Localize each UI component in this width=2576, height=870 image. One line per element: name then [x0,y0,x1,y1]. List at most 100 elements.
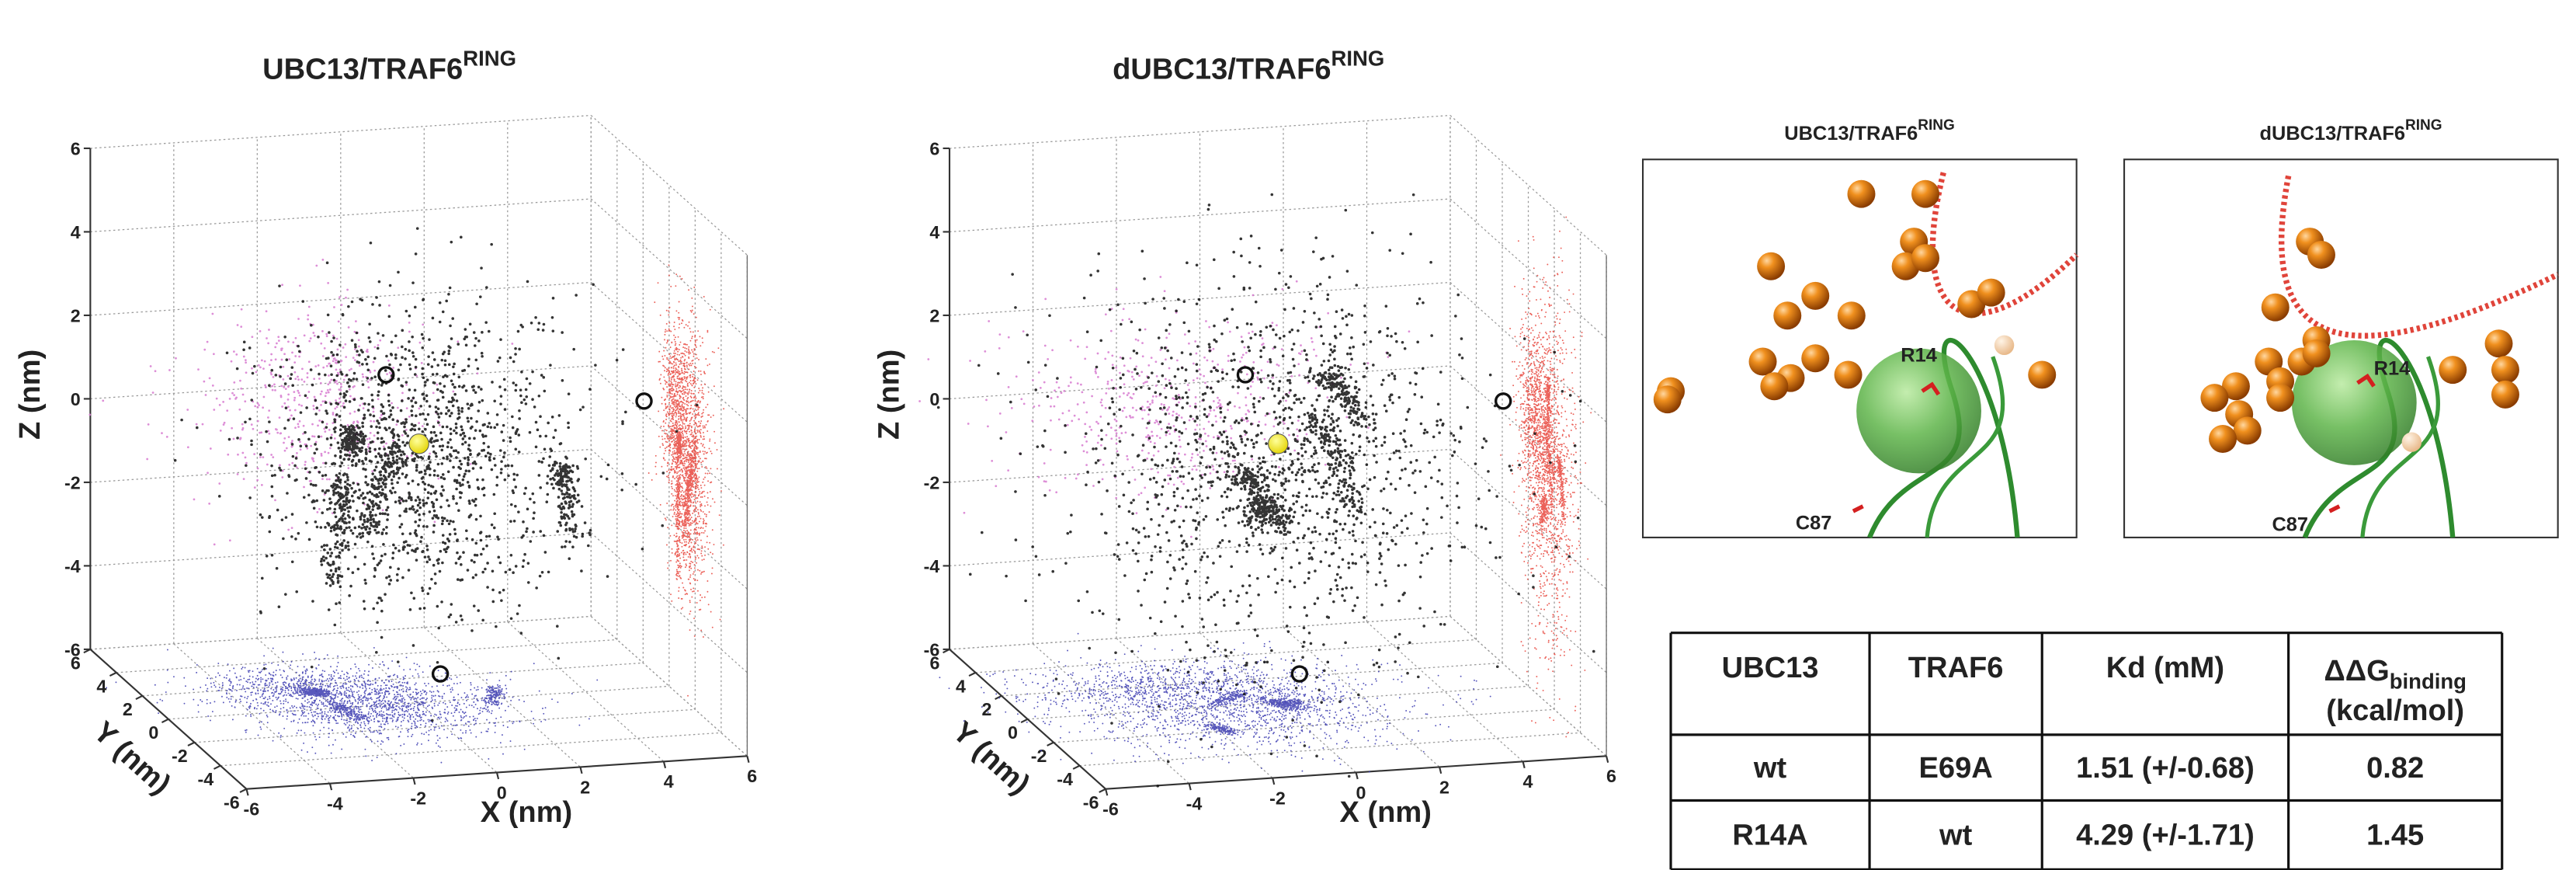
ion-sphere [2200,384,2229,412]
z-axis-label: Z (nm) [14,350,47,440]
ion-sphere [1801,344,1830,373]
y-tick-label: 6 [929,652,939,673]
residue-label: R14 [1901,345,1937,367]
tick-mark [1105,788,1109,796]
title-superscript: RING [1331,47,1385,71]
grid-line [949,114,1451,149]
y-tick-label: -6 [1083,792,1099,813]
tick-mark [328,783,333,791]
tick-mark [968,671,977,677]
grid-line [949,532,1451,567]
y-tick-label: -4 [198,769,214,789]
com-marker [377,366,395,384]
table: UBC13 TRAF6 Kd (mM) ΔΔGbinding(kcal/mol) wt E… [1669,632,2504,870]
com-marker [635,392,653,410]
grid-line [90,365,592,400]
grid-line [90,281,592,316]
table-cell: 1.51 (+/-0.68) [2076,752,2255,785]
grid-line [194,708,696,743]
panel-title: dUBC13/TRAF6RING [1113,47,1384,86]
ddg-symbol: ΔΔG [2324,655,2389,687]
tick-mark [1188,783,1192,791]
y-tick-label: -2 [172,746,188,766]
x-tick-label: -2 [410,788,426,808]
z-tick-label: 4 [71,222,81,242]
x-tick-label: 4 [664,771,674,792]
table-cell: R14A [1732,820,1807,852]
z-tick-label: 2 [929,305,939,325]
grid-line [1079,732,1581,767]
floor-projection [939,632,1491,773]
tick-mark [239,788,247,793]
black-cloud [173,227,699,722]
tick-mark [1522,761,1526,769]
residue-stick [1852,504,1864,513]
residue-stick [2328,504,2341,513]
tick-mark [579,767,583,774]
grid-line [949,281,1451,316]
center-marker [1268,433,1289,454]
tick-mark [245,788,249,796]
tick-mark [1272,778,1276,785]
com-marker [1236,366,1255,384]
table-header: ΔΔGbinding [2324,655,2467,694]
black-cloud [936,193,1595,788]
panel-title: UBC13/TRAF6RING [262,47,516,86]
tick-mark [187,741,195,746]
grid-line [949,365,1451,400]
tick-mark [109,671,117,677]
table-header: UBC13 [1722,652,1819,684]
x-tick-label: 0 [1356,782,1366,802]
com-marker [1494,392,1512,410]
table-cell: 1.45 [2366,820,2424,852]
ion-sphere [1847,179,1876,208]
tick-mark [1606,756,1609,763]
wall-projection [647,264,725,697]
x-tick-label: -6 [1102,799,1119,820]
ion-sphere [1801,281,1830,310]
boundary-curve [2279,175,2560,339]
ion-sphere [1977,278,2005,307]
ion-sphere [1837,301,1866,330]
tick-mark [495,772,500,780]
tick-mark [1047,741,1054,746]
structure-panel: dUBC13/TRAF6RING R14 C87 [2123,117,2560,539]
z-tick-label: 0 [929,389,939,409]
grid-line [423,627,581,767]
grid-line [1002,662,1503,697]
z-axis-label: Z (nm) [873,350,906,440]
table-cell: 4.29 (+/-1.71) [2076,820,2255,852]
tick-mark [412,778,416,785]
x-tick-label: -4 [1186,793,1203,813]
grid-line [507,621,665,762]
tick-mark [1355,772,1359,780]
tick-mark [135,694,143,701]
z-tick-label: 6 [929,138,939,158]
grid-line [90,615,592,650]
x-tick-label: 6 [747,766,757,786]
grid-line [1054,708,1555,743]
channel-sphere [1856,348,1981,474]
z-tick-label: 0 [71,389,81,409]
residue-stick [1921,381,1941,396]
y-tick-label: 0 [148,722,158,743]
tick-mark [83,648,91,654]
ion-sphere [1911,179,1939,208]
table-header: Kd (mM) [2106,652,2224,684]
ion-sphere [1653,385,1682,414]
y-tick-label: 6 [71,652,81,673]
z-tick-label: -4 [64,556,81,576]
grid-line [949,615,1451,650]
z-tick-label: -2 [924,472,940,492]
tick-mark [943,648,950,654]
structure-panel: UBC13/TRAF6RING R14 C87 [1641,117,2079,539]
grid-line [949,448,1451,483]
z-tick-label: 4 [929,222,939,242]
ion-sphere [2491,356,2519,385]
tick-mark [1439,767,1442,774]
grid-line [142,662,644,697]
title-main: dUBC13/TRAF6 [2260,123,2406,144]
